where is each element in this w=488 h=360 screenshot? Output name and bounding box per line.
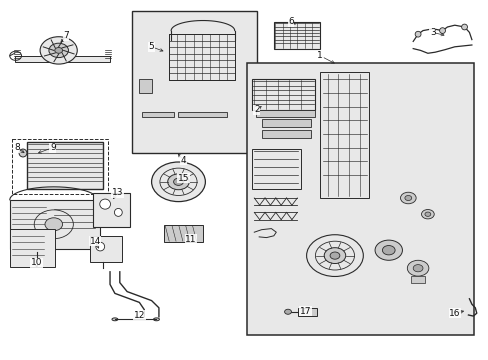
Bar [132,11,256,153]
Bar [178,112,227,117]
Text: 2: 2 [253,105,259,114]
Text: 9: 9 [50,143,56,152]
Bar [12,139,107,194]
Circle shape [151,162,205,202]
Bar [261,130,310,138]
Text: 4: 4 [180,156,186,165]
Text: 17: 17 [299,307,311,316]
Text: 16: 16 [448,309,460,318]
Ellipse shape [153,318,159,321]
Text: 13: 13 [111,188,123,197]
Bar [273,22,320,49]
Ellipse shape [96,242,104,251]
Circle shape [382,246,394,255]
Text: 6: 6 [287,17,293,26]
Bar [163,225,203,242]
Circle shape [329,252,339,259]
Circle shape [40,37,77,64]
Bar [298,308,316,316]
Circle shape [374,240,402,260]
Bar [139,79,151,93]
Circle shape [173,178,183,185]
Bar [142,112,173,117]
Text: 7: 7 [63,31,69,40]
Text: 8: 8 [14,143,20,152]
Ellipse shape [414,31,420,37]
Bar [251,79,315,110]
Circle shape [412,265,422,272]
Circle shape [407,260,428,276]
Ellipse shape [19,149,27,157]
Circle shape [167,174,189,190]
Bar [261,119,310,127]
Text: 11: 11 [184,235,196,244]
Bar [255,110,315,117]
Ellipse shape [461,24,467,30]
Circle shape [400,192,415,204]
Bar [15,56,110,62]
Bar [410,276,425,283]
Circle shape [45,218,62,231]
Bar [27,142,102,189]
Ellipse shape [100,199,110,209]
Text: 3: 3 [429,28,435,37]
Text: 15: 15 [177,174,189,183]
Bar [93,193,129,227]
Text: 1: 1 [317,51,323,60]
Bar [10,200,100,249]
Circle shape [324,248,345,264]
Bar [251,149,300,189]
Text: 14: 14 [89,237,101,246]
Bar [90,236,122,262]
Circle shape [55,48,62,53]
Bar [246,63,473,335]
Bar [168,34,235,80]
Circle shape [424,212,430,216]
Text: 10: 10 [31,258,42,267]
Circle shape [284,309,291,314]
Text: 5: 5 [148,42,154,51]
Ellipse shape [112,318,118,321]
Bar [10,229,55,267]
Bar [320,72,368,198]
Ellipse shape [439,28,445,33]
Circle shape [306,235,363,276]
Circle shape [404,195,411,201]
Circle shape [421,210,433,219]
Circle shape [49,43,68,58]
Ellipse shape [114,208,122,216]
Text: 12: 12 [133,310,145,320]
